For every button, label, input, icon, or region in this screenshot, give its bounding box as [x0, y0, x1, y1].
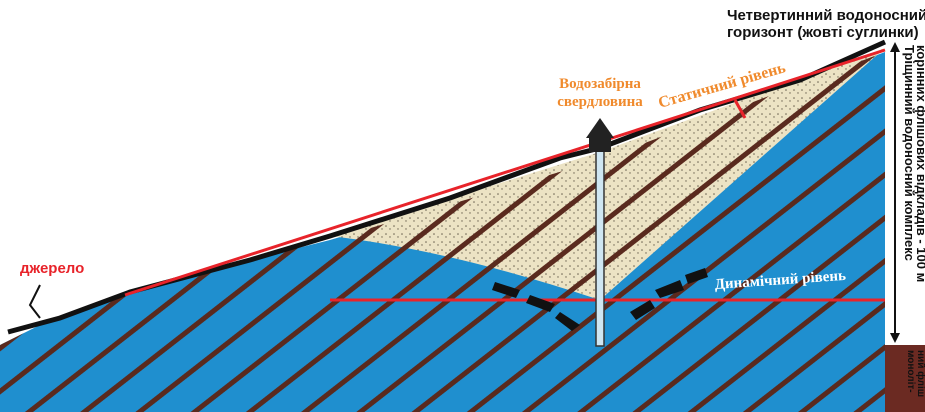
flow-arrows — [492, 268, 708, 331]
monolith-label: моноліт- — [905, 350, 916, 393]
arrow-head — [890, 333, 900, 343]
well-hut-roof — [586, 118, 614, 138]
fissure-label: корінних флішових відкладів - 100 м — [914, 45, 925, 282]
spring-label: джерело — [20, 260, 84, 277]
monolith-layer — [885, 345, 925, 412]
well-label: свердловина — [557, 94, 643, 110]
stripes — [0, 52, 885, 412]
aquifer-label: Четвертинний водоносний — [727, 7, 925, 24]
arrow-head — [890, 42, 900, 52]
monolith-label: ний фліш — [915, 350, 925, 397]
well-label: Водозабірна — [559, 76, 641, 92]
well-pipe — [595, 149, 605, 347]
spring-pointer — [28, 284, 41, 319]
fissure-label: Тріщинний водоносний комплекс — [902, 45, 917, 261]
static-pointer — [733, 99, 747, 119]
static-level-line — [124, 48, 886, 297]
aquifer-label: горизонт (жовті суглинки) — [727, 24, 919, 41]
well-hut — [589, 136, 611, 152]
